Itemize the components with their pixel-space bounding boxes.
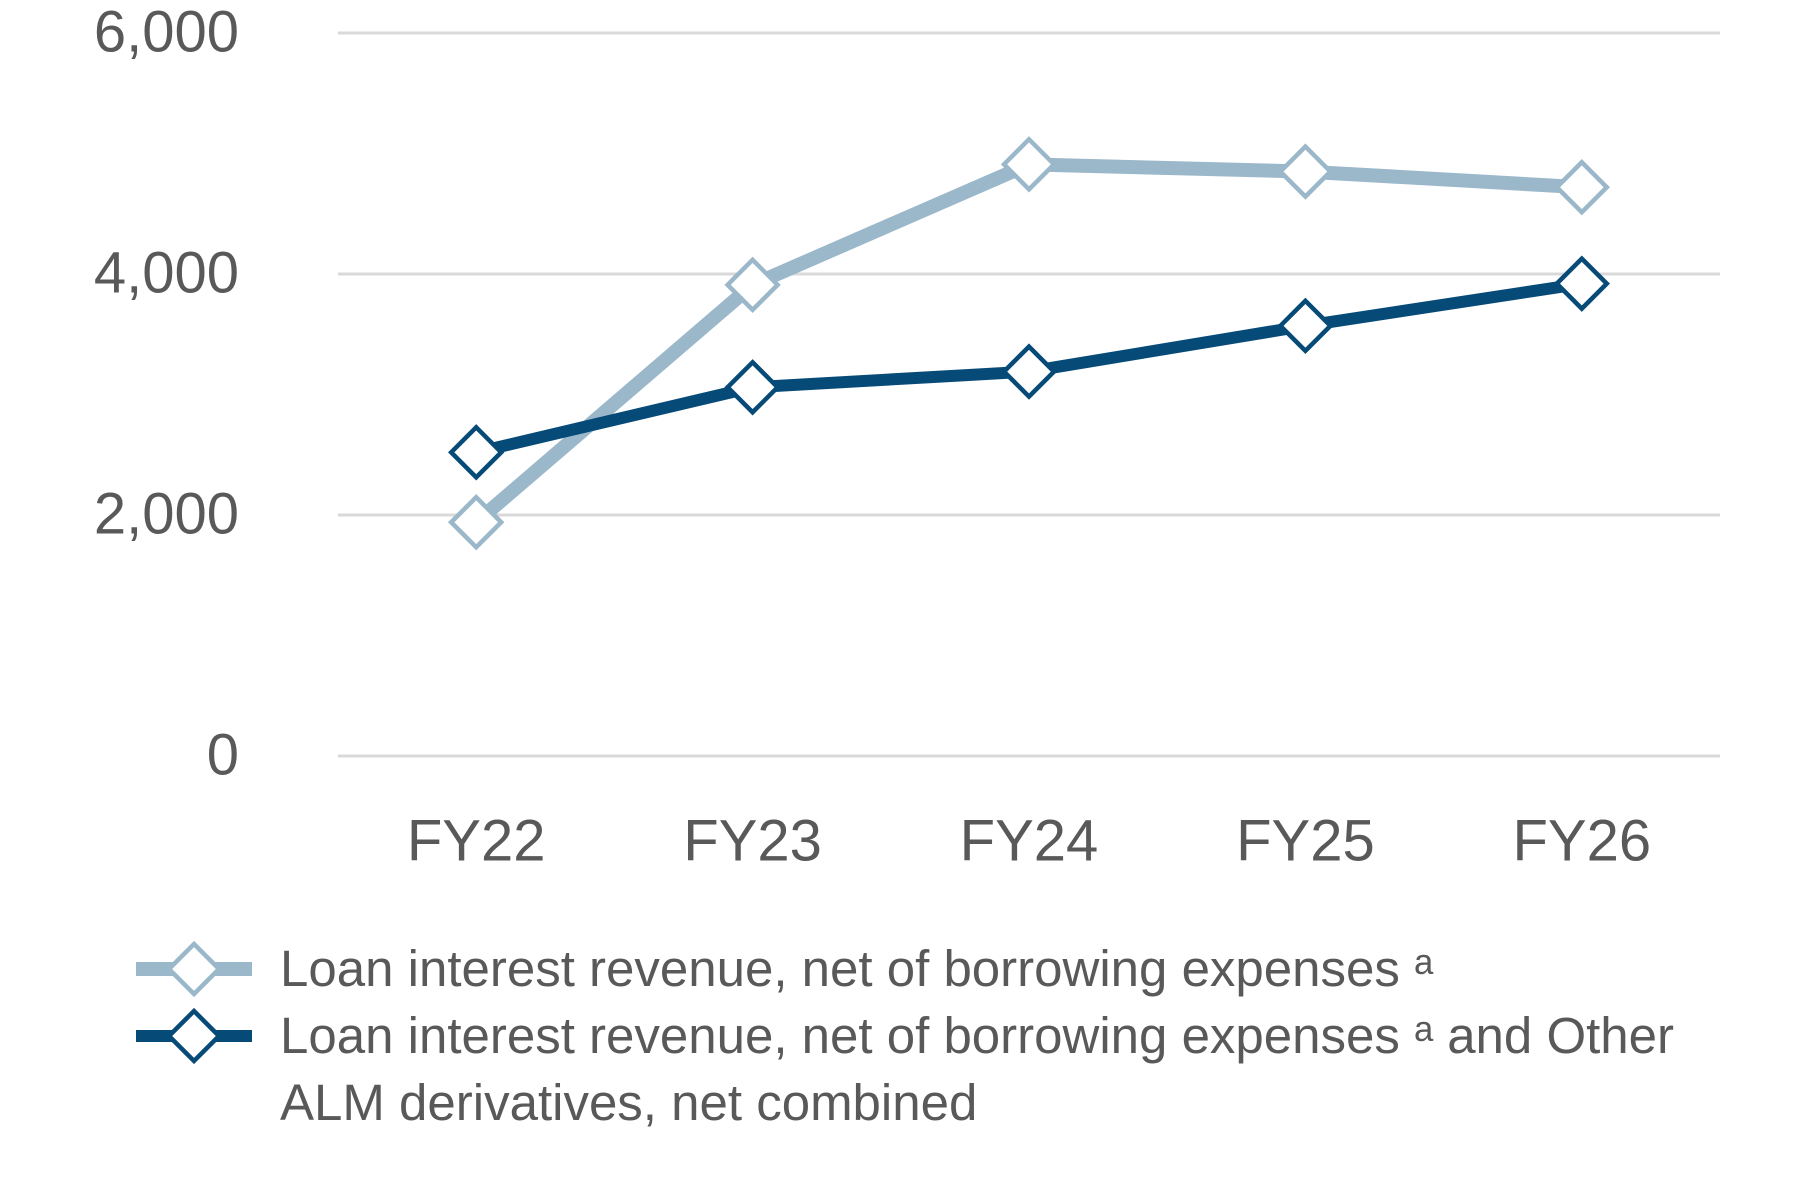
legend-item: Loan interest revenue, net of borrowing … (134, 935, 1680, 1002)
marker (1277, 297, 1334, 354)
series-line (471, 157, 1583, 528)
y-tick-label: 4,000 (94, 240, 239, 305)
y-tick-label: 0 (207, 722, 239, 787)
marker (1553, 159, 1610, 216)
legend-label: Loan interest revenue, net of borrowing … (280, 1007, 1675, 1131)
legend-marker (165, 1007, 223, 1065)
x-tick-label: FY23 (683, 808, 822, 873)
marker (1553, 255, 1610, 312)
marker (448, 494, 505, 551)
marker (1000, 343, 1058, 400)
plot: 0 2,000 4,000 6,000 FY22 FY23 FY24 FY25 FY26 (94, 0, 1720, 873)
x-tick-label: FY25 (1236, 808, 1375, 873)
y-tick-label: 2,000 (94, 481, 239, 546)
y-tick-label: 6,000 (94, 0, 239, 64)
x-tick-label: FY26 (1512, 808, 1651, 873)
legend-marker (165, 940, 223, 998)
legend-label: Loan interest revenue, net of borrowing … (280, 940, 1434, 997)
legend-swatch (136, 1007, 252, 1065)
marker (448, 424, 505, 481)
x-tick-label: FY24 (960, 808, 1099, 873)
marker (1277, 143, 1334, 200)
marker (724, 359, 781, 416)
marker (724, 256, 781, 314)
marker (1000, 136, 1058, 193)
legend-item: Loan interest revenue, net of borrowing … (134, 1002, 1680, 1136)
x-tick-label: FY22 (407, 808, 546, 873)
legend-swatch (136, 940, 252, 998)
